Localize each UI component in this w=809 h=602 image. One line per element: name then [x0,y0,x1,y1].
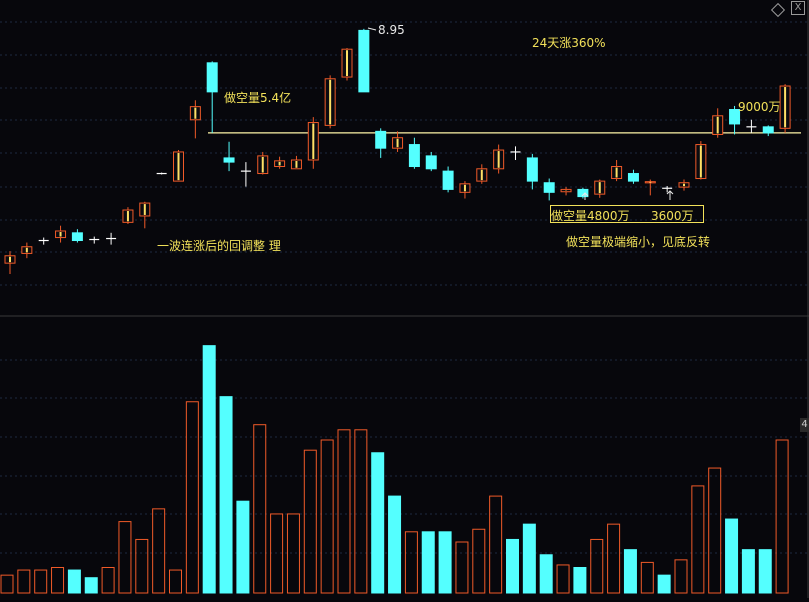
up-arrow-head [666,190,674,195]
volume-bar-up [472,528,486,594]
vol-9000-note: 9000万 [738,100,781,114]
price-marker [367,27,377,31]
candle-body-down [206,62,218,93]
candle-body-down [577,188,589,198]
volume-bar-down [623,549,637,594]
volume-bar-down [67,569,81,594]
volume-bar-up [270,513,284,594]
volume-bar-up [590,538,604,594]
volume-bar-down [421,531,435,594]
up-arrow-head [581,192,589,197]
volume-bar-up [101,567,115,594]
volume-bar-down [573,567,587,594]
candle-body-down [223,157,235,163]
volume-bar-down [758,549,772,594]
volume-bar-up [34,569,48,594]
volume-bar-up [303,449,317,594]
volume-bar-up [691,485,705,594]
volume-bar-down [741,549,755,594]
volume-bar-up [674,559,688,594]
candle-body-down [71,232,83,242]
volume-bar-down [522,523,536,594]
short-vol-a-note: 做空量5.4亿 [224,91,292,105]
volume-bar-up [118,521,132,594]
volume-bar-down [219,396,233,594]
candle-body-down [425,155,437,170]
volume-bar-up [337,429,351,594]
volume-bar-down [84,577,98,594]
candle-body-down [729,109,741,125]
rise-note: 24天涨360% [532,36,606,50]
volume-bar-up [152,508,166,594]
volume-bar-up [185,401,199,594]
volume-bar-down [202,345,216,594]
volume-bar-down [236,500,250,594]
volume-bar-down [371,452,385,594]
volume-bar-up [489,495,503,594]
candle-body-down [442,170,454,190]
candle-body-down [627,173,639,182]
volume-bar-down [388,495,402,594]
volume-bar-down [539,554,553,594]
candle-body-down [543,182,555,193]
volume-bar-up [708,467,722,594]
candle-body-down [358,29,370,93]
volume-bar-down [506,538,519,594]
vol-4800-note: 做空量4800万 [551,209,630,223]
vol-3600-note: 3600万 [651,209,694,223]
volume-bar-up [320,439,334,594]
bottom-note: 做空量极端缩小，见底反转 [566,235,711,249]
volume-bar-up [0,574,14,594]
price-label: 8.95 [378,23,405,37]
close-icon[interactable]: X [791,1,805,15]
volume-bar-up [169,569,182,594]
volume-bar-down [657,574,671,594]
volume-bar-up [404,531,418,594]
volume-bar-up [455,541,469,594]
side-badge: 4 [800,418,809,432]
volume-bar-up [607,523,621,594]
candle-body-down [526,157,538,182]
candle-body-down [762,126,774,134]
volume-bar-up [556,564,570,594]
volume-bar-down [438,531,452,594]
volume-bar-up [51,567,65,594]
volume-bar-up [253,424,267,594]
volume-bar-up [640,561,654,594]
volume-bar-up [286,513,300,594]
volume-bar-up [135,538,149,594]
low-volume-box [550,205,704,223]
volume-bar-up [17,569,31,594]
candle-body-down [408,144,420,168]
volume-bar-down [725,518,739,594]
volume-bar-up [775,439,789,594]
pullback-note: 一波连涨后的回调整 理 [157,239,281,253]
volume-bar-up [354,429,368,594]
candle-body-down [375,130,387,149]
